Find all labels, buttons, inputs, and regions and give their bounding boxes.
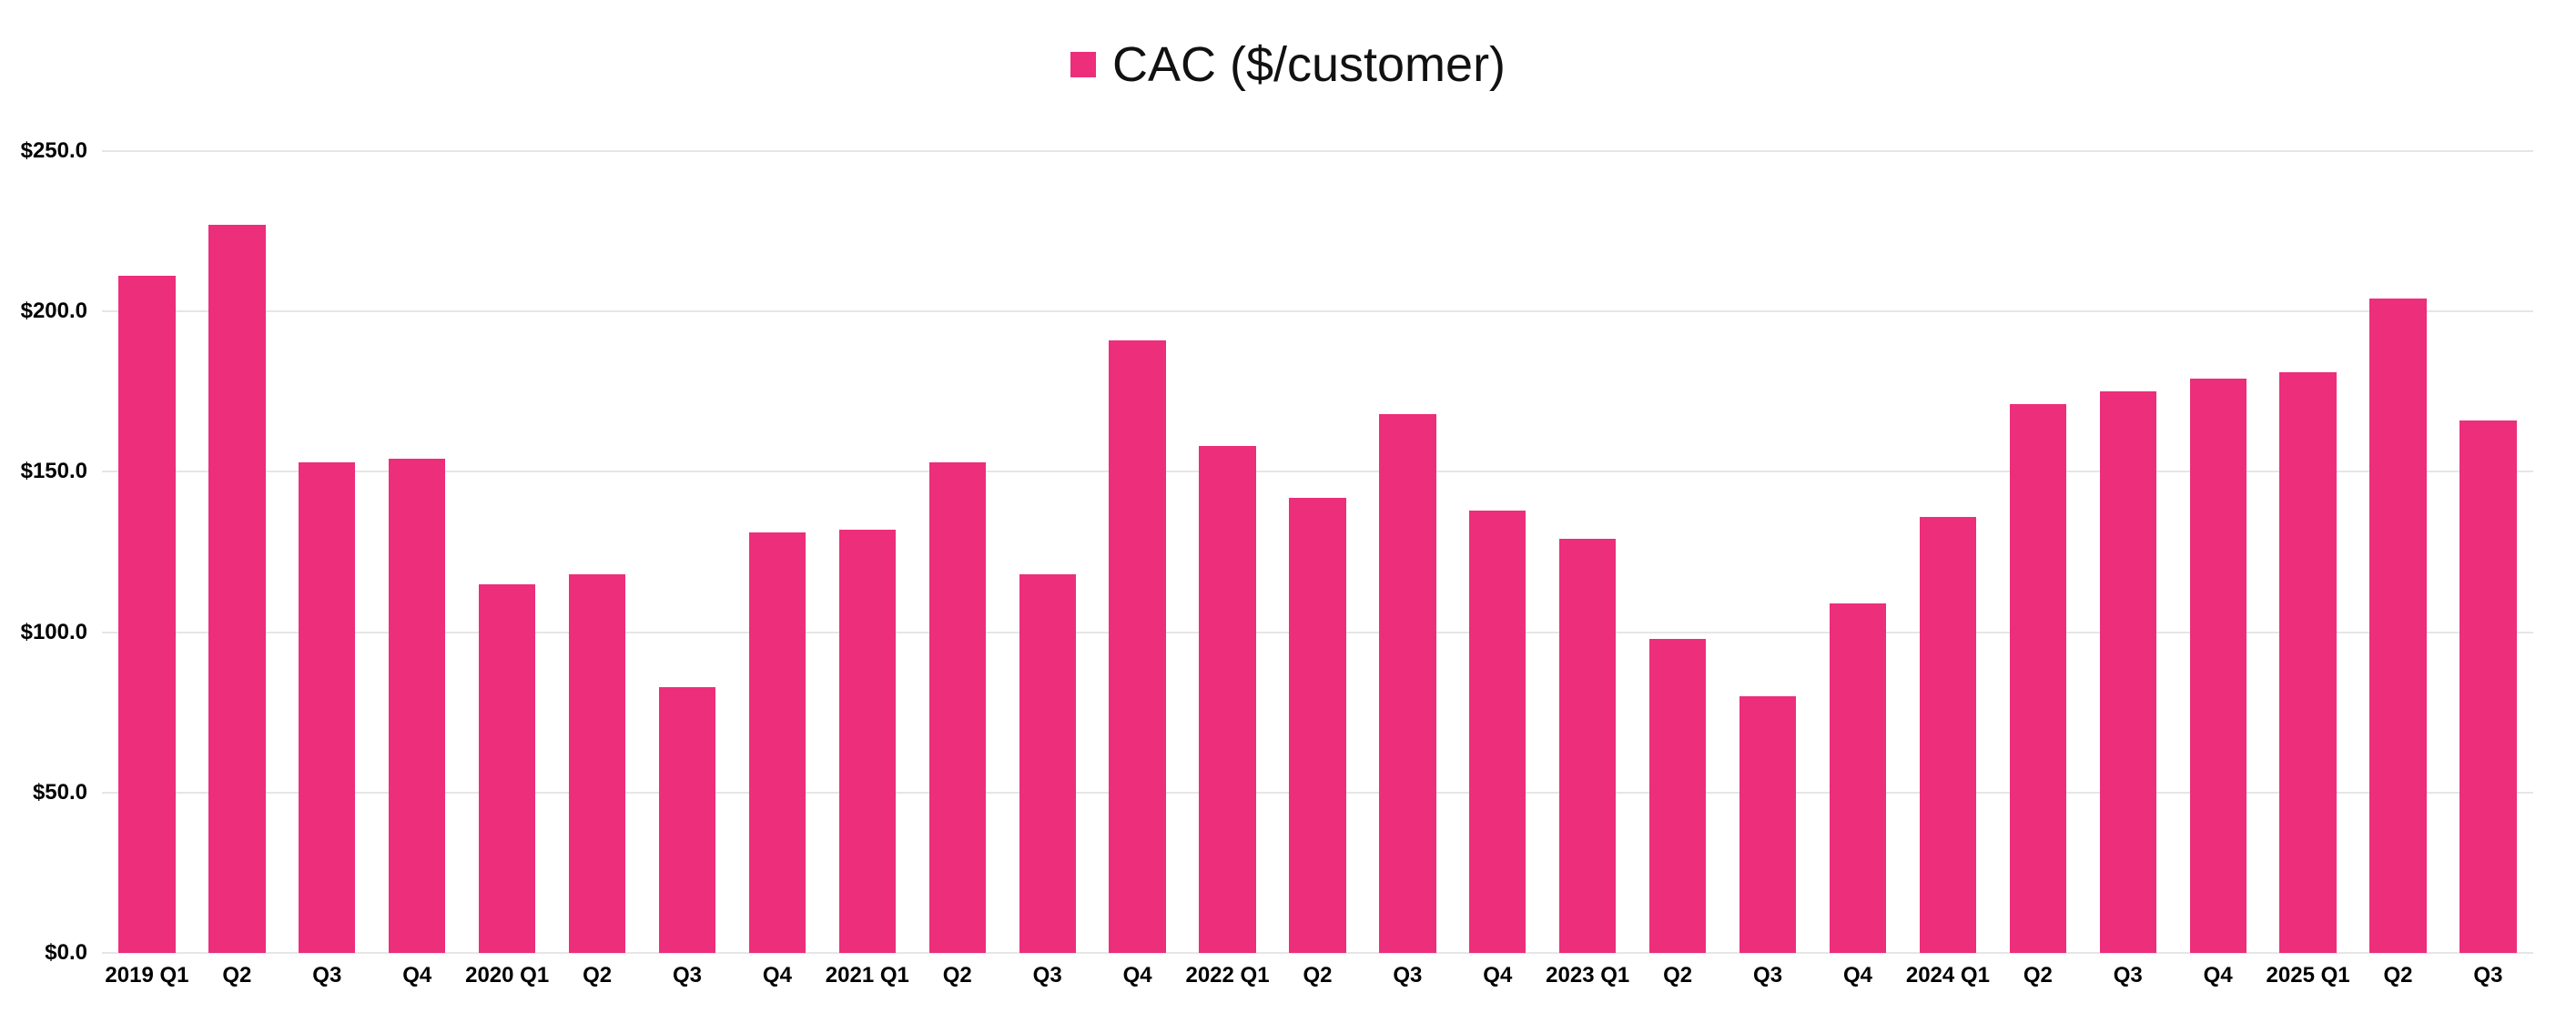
legend-swatch-icon bbox=[1070, 52, 1096, 77]
bar-slot bbox=[1993, 151, 2083, 953]
bar bbox=[2369, 299, 2427, 953]
x-axis-label: 2025 Q1 bbox=[2266, 963, 2350, 988]
bar bbox=[389, 459, 446, 953]
bar-slot bbox=[2173, 151, 2263, 953]
bar-slot bbox=[1723, 151, 1813, 953]
bar-slot bbox=[1813, 151, 1903, 953]
bar bbox=[299, 461, 356, 953]
y-axis-tick-label: $50.0 bbox=[32, 779, 87, 805]
x-axis-label: Q2 bbox=[583, 963, 613, 988]
x-axis-label: Q3 bbox=[1753, 963, 1783, 988]
bar bbox=[2009, 404, 2066, 953]
bar-slot bbox=[643, 151, 733, 953]
bar-slot bbox=[282, 151, 372, 953]
bar bbox=[1019, 574, 1076, 953]
y-axis-tick-label: $100.0 bbox=[20, 619, 87, 644]
bar bbox=[2099, 391, 2156, 953]
bar-slot bbox=[102, 151, 192, 953]
gridline bbox=[102, 471, 2533, 473]
x-axis-label: Q3 bbox=[1032, 963, 1062, 988]
bar bbox=[1829, 603, 1887, 953]
bar bbox=[2189, 379, 2246, 953]
bars-layer bbox=[102, 151, 2533, 953]
bar-slot bbox=[1902, 151, 1993, 953]
bar-slot bbox=[1633, 151, 1723, 953]
y-axis-tick-label: $0.0 bbox=[45, 940, 87, 965]
bar-slot bbox=[1092, 151, 1182, 953]
bar-slot bbox=[1273, 151, 1363, 953]
bar bbox=[658, 686, 716, 953]
bar bbox=[1739, 696, 1797, 953]
gridline bbox=[102, 952, 2533, 954]
bar-slot bbox=[732, 151, 822, 953]
x-axis-label: 2022 Q1 bbox=[1185, 963, 1270, 988]
bar bbox=[1379, 413, 1436, 953]
bar-slot bbox=[1453, 151, 1543, 953]
x-axis-label: 2024 Q1 bbox=[1905, 963, 1990, 988]
x-axis-label: Q4 bbox=[1122, 963, 1152, 988]
bar-slot bbox=[2263, 151, 2353, 953]
bar bbox=[118, 276, 176, 953]
x-axis-label: 2020 Q1 bbox=[465, 963, 550, 988]
bar bbox=[748, 532, 806, 953]
x-axis-label: Q4 bbox=[1483, 963, 1513, 988]
bar-slot bbox=[372, 151, 462, 953]
bar bbox=[2279, 372, 2337, 953]
x-axis-label: 2021 Q1 bbox=[825, 963, 909, 988]
x-axis-label: Q3 bbox=[1393, 963, 1423, 988]
bar bbox=[1109, 339, 1166, 953]
bar-slot bbox=[1182, 151, 1273, 953]
plot-area bbox=[102, 150, 2533, 954]
x-axis-label: Q3 bbox=[2473, 963, 2503, 988]
bar bbox=[1559, 539, 1617, 953]
x-axis-label: Q3 bbox=[2113, 963, 2143, 988]
bar-slot bbox=[192, 151, 282, 953]
y-axis-tick-label: $150.0 bbox=[20, 459, 87, 484]
x-axis-label: Q3 bbox=[312, 963, 342, 988]
bar-slot bbox=[2443, 151, 2533, 953]
bar-slot bbox=[1363, 151, 1453, 953]
x-axis-label: Q2 bbox=[1663, 963, 1693, 988]
bar bbox=[208, 225, 266, 953]
x-axis-label: Q4 bbox=[762, 963, 792, 988]
bar bbox=[1199, 446, 1256, 953]
bar-slot bbox=[553, 151, 643, 953]
bar-slot bbox=[1543, 151, 1633, 953]
bar bbox=[2459, 420, 2517, 953]
bar-slot bbox=[822, 151, 912, 953]
bar-slot bbox=[2353, 151, 2443, 953]
x-axis-label: Q2 bbox=[1303, 963, 1333, 988]
x-axis-label: Q2 bbox=[222, 963, 252, 988]
x-axis-label: 2023 Q1 bbox=[1546, 963, 1630, 988]
bar bbox=[928, 461, 986, 953]
bar bbox=[1648, 638, 1707, 953]
x-axis-label: Q2 bbox=[2383, 963, 2413, 988]
gridline bbox=[102, 150, 2533, 152]
y-axis-tick-label: $200.0 bbox=[20, 299, 87, 324]
bar bbox=[568, 574, 626, 953]
x-axis-label: Q2 bbox=[942, 963, 972, 988]
x-axis: 2019 Q1 Q2 Q3 Q4 2020 Q1 Q2 Q3 Q4 2021 Q1 Q2 Q3 Q4 2… bbox=[102, 963, 2533, 988]
bar-slot bbox=[2083, 151, 2173, 953]
y-axis-tick-label: $250.0 bbox=[20, 138, 87, 163]
bar-slot bbox=[912, 151, 1002, 953]
bar-slot bbox=[462, 151, 553, 953]
x-axis-label: 2019 Q1 bbox=[105, 963, 189, 988]
bar-slot bbox=[1002, 151, 1092, 953]
x-axis-label: Q4 bbox=[2203, 963, 2233, 988]
gridline bbox=[102, 310, 2533, 313]
x-axis-label: Q4 bbox=[1842, 963, 1872, 988]
bar bbox=[1919, 516, 1977, 953]
x-axis-label: Q3 bbox=[672, 963, 702, 988]
bar bbox=[1469, 510, 1526, 953]
chart-legend: CAC ($/customer) bbox=[0, 40, 2576, 89]
bar bbox=[478, 583, 536, 953]
x-axis-label: Q2 bbox=[2023, 963, 2053, 988]
bar bbox=[838, 529, 896, 953]
y-axis: $0.0 $50.0 $100.0 $150.0 $200.0 $250.0 bbox=[0, 138, 87, 965]
x-axis-label: Q4 bbox=[402, 963, 432, 988]
legend-label: CAC ($/customer) bbox=[1111, 37, 1506, 92]
bar bbox=[1289, 497, 1346, 953]
